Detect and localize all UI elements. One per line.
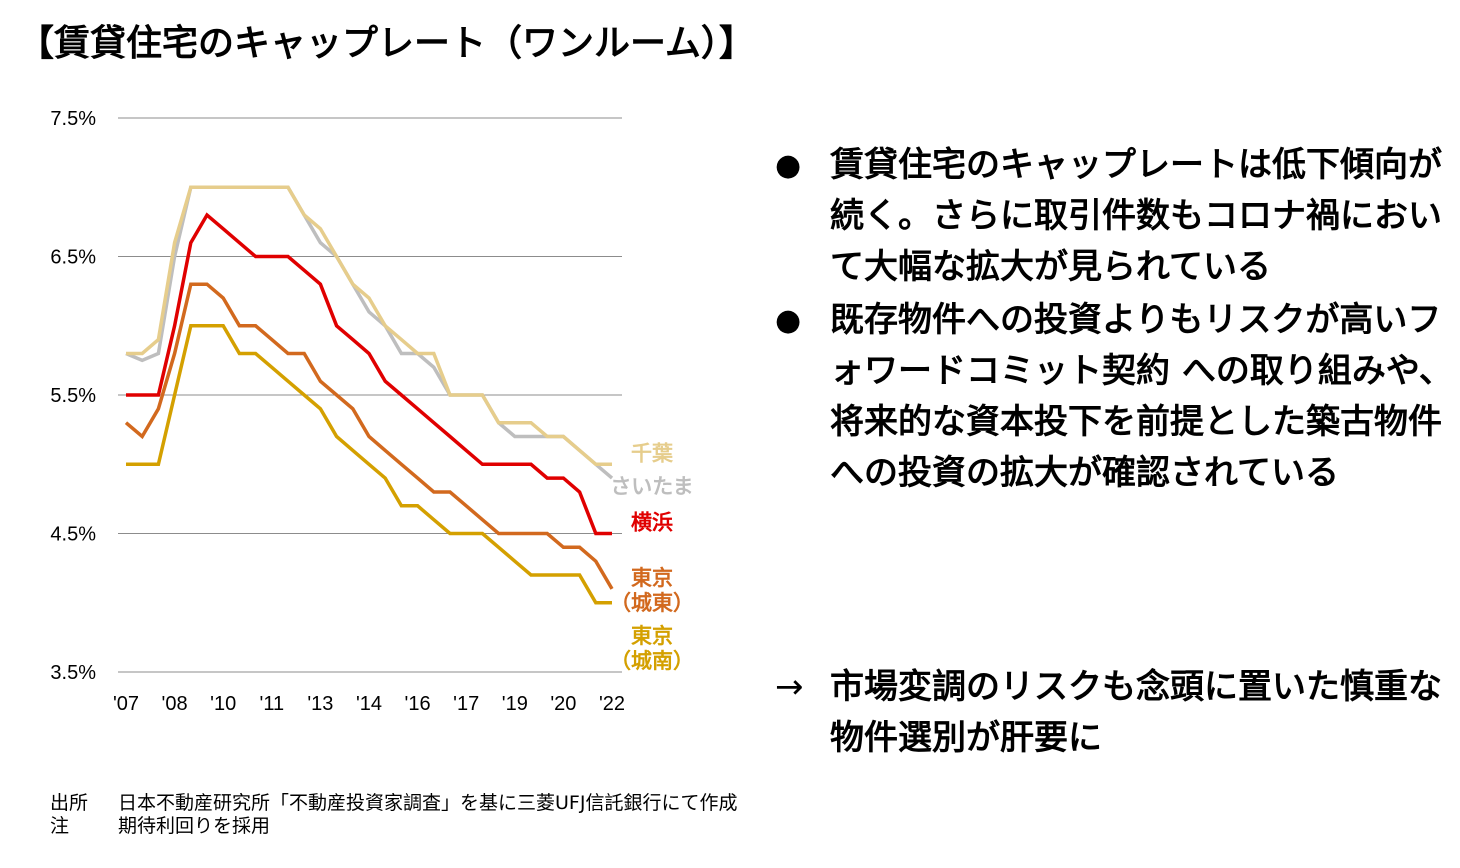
x-tick-label: '19 (502, 693, 528, 715)
y-axis-labels: 7.5% 6.5% 5.5% 4.5% 3.5% (50, 108, 96, 684)
y-tick-label: 7.5% (50, 108, 96, 130)
bullet-text: 既存物件への投資よりもリスクが高いフォワードコミット契約 への取り組みや、将来的… (830, 300, 1453, 493)
y-tick-label: 6.5% (50, 247, 96, 269)
x-tick-label: '20 (550, 693, 576, 715)
footnote-label: 出所 (50, 792, 89, 814)
x-tick-label: '16 (405, 693, 431, 715)
arrow-icon: → (775, 667, 804, 707)
series-line (126, 212, 612, 536)
footnote-text: 日本不動産研究所「不動産投資家調査」を基に三菱UFJ信託銀行にて作成 (118, 792, 738, 814)
conclusion-text: 市場変調のリスクも念頭に置いた慎重な物件選別が肝要に (830, 667, 1442, 758)
series-label: 横浜 (631, 512, 673, 535)
footnote-text: 期待利回りを採用 (118, 815, 271, 837)
x-tick-label: '22 (599, 693, 625, 715)
series-line (126, 185, 612, 467)
bullet-item: ● 賃貸住宅のキャップレートは低下傾向が続く。さらに取引件数もコロナ禍において大… (775, 140, 1455, 293)
bullet-list: ● 賃貸住宅のキャップレートは低下傾向が続く。さらに取引件数もコロナ禍において大… (775, 140, 1455, 501)
y-tick-label: 4.5% (50, 524, 96, 546)
series-label: さいたま (610, 475, 693, 498)
bullet-marker: ● (775, 148, 802, 183)
bullet-text: 賃貸住宅のキャップレートは低下傾向が続く。さらに取引件数もコロナ禍において大幅な… (830, 145, 1442, 287)
footnote-source: 出所 日本不動産研究所「不動産投資家調査」を基に三菱UFJ信託銀行にて作成 (50, 792, 737, 815)
series-label: 千葉 (631, 442, 674, 465)
series-line (124, 282, 614, 590)
series-line (126, 324, 612, 605)
footnote-label: 注 (50, 815, 70, 837)
y-tick-label: 5.5% (50, 385, 96, 407)
series-layer (124, 185, 614, 605)
slide-title: 【賃貸住宅のキャップレート（ワンルーム）】 (18, 23, 755, 64)
x-tick-label: '13 (307, 693, 333, 715)
bullet-item: ● 既存物件への投資よりもリスクが高いフォワードコミット契約 への取り組みや、将… (775, 295, 1455, 499)
bullet-marker: ● (775, 303, 802, 338)
conclusion: → 市場変調のリスクも念頭に置いた慎重な物件選別が肝要に (775, 662, 1455, 764)
y-tick-label: 3.5% (50, 662, 96, 684)
x-tick-label: '10 (210, 693, 236, 715)
footnotes: 出所 日本不動産研究所「不動産投資家調査」を基に三菱UFJ信託銀行にて作成 注 … (50, 792, 737, 838)
x-axis-labels: '07 '08 '10 '11 '13 '14 '16 '17 '19 '20 '22 (113, 693, 625, 715)
series-label: 東京（城南） (610, 624, 694, 673)
x-tick-label: '11 (260, 693, 285, 715)
series-label: 東京（城東） (610, 566, 694, 615)
x-tick-label: '17 (453, 693, 479, 715)
x-tick-label: '14 (356, 693, 382, 715)
x-tick-label: '07 (113, 693, 139, 715)
grid-layer (118, 117, 622, 673)
cap-rate-line-chart: 7.5%6.5%5.5%4.5%3.5% '07'08'10'11'13'14 '… (50, 108, 694, 715)
x-tick-label: '08 (162, 693, 188, 715)
footnote-note: 注 期待利回りを採用 (50, 815, 737, 838)
